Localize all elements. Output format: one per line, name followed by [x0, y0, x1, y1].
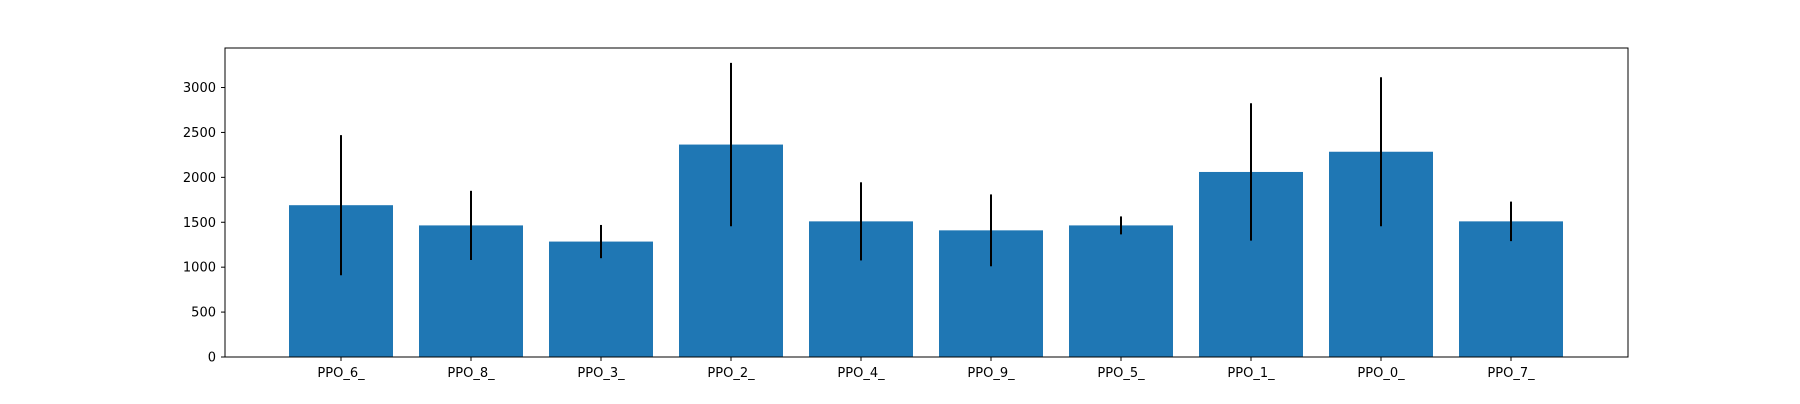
x-tick-label: PPO_0_ [1357, 366, 1405, 381]
y-tick-label: 1000 [183, 261, 216, 276]
bars-layer [289, 144, 1563, 357]
y-tick-label: 0 [208, 351, 216, 366]
x-tick-label: PPO_6_ [317, 366, 365, 381]
y-tick-label: 1500 [183, 216, 216, 231]
x-tick-label: PPO_8_ [447, 366, 495, 381]
x-tick-label: PPO_5_ [1097, 366, 1145, 381]
y-tick-label: 3000 [183, 81, 216, 96]
y-axis: 0 500 1000 1500 2000 2500 3000 [183, 81, 225, 366]
y-tick-label: 500 [191, 306, 216, 321]
x-axis: PPO_6_ PPO_8_ PPO_3_ PPO_2_ PPO_4_ PPO_9_ PPO_… [317, 357, 1535, 381]
plot-frame [224, 47, 1629, 358]
error-bars-layer [340, 62, 1512, 276]
x-tick-label: PPO_7_ [1487, 366, 1535, 381]
x-tick-label: PPO_9_ [967, 366, 1015, 381]
x-tick-label: PPO_2_ [707, 366, 755, 381]
bar-PPO_3_ [549, 241, 653, 357]
bar-PPO_7_ [1459, 221, 1563, 357]
y-tick-label: 2500 [183, 126, 216, 141]
x-tick-label: PPO_1_ [1227, 366, 1275, 381]
x-tick-label: PPO_3_ [577, 366, 625, 381]
bar-PPO_5_ [1069, 225, 1173, 357]
y-tick-label: 2000 [183, 171, 216, 186]
x-tick-label: PPO_4_ [837, 366, 885, 381]
